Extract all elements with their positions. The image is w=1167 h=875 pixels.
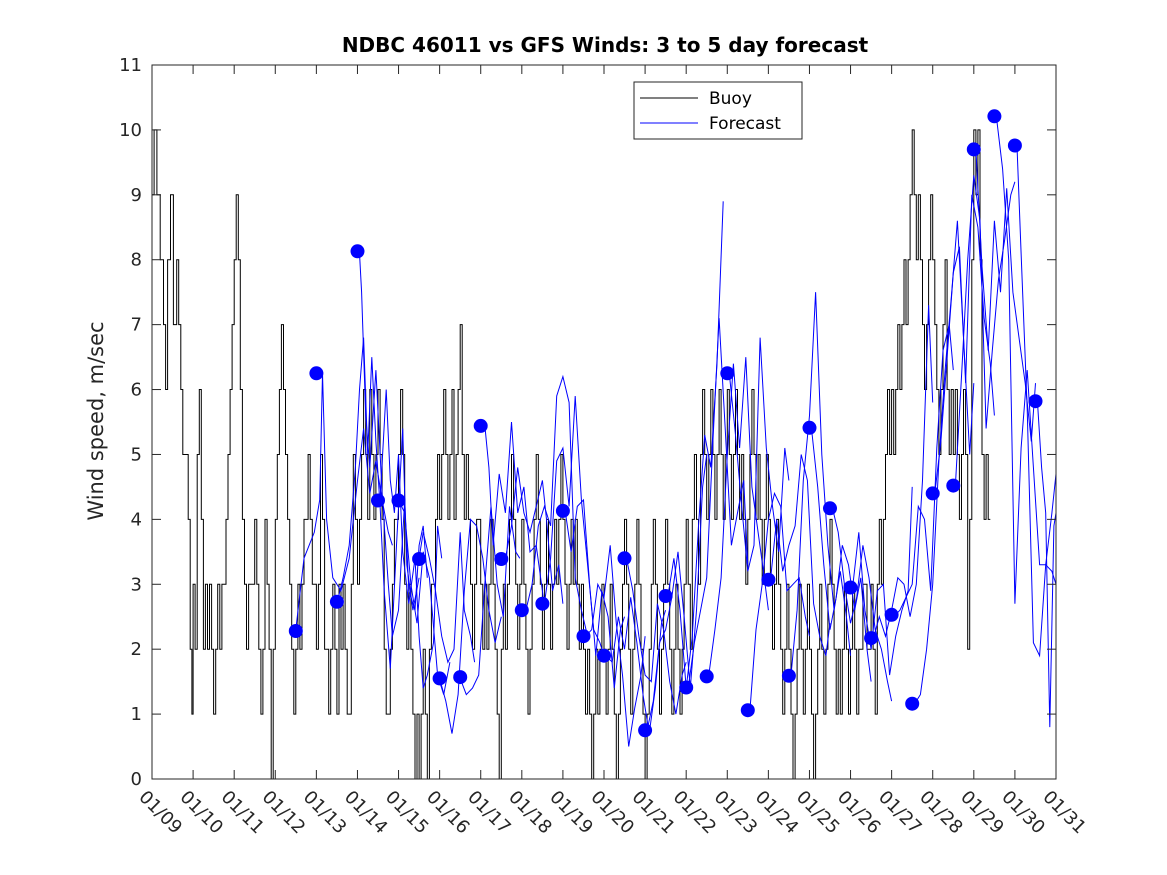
y-tick-label: 5 (131, 444, 142, 465)
y-tick-label: 0 (131, 769, 142, 790)
forecast-initial-point (555, 503, 570, 518)
forecast-run-line (646, 454, 708, 731)
plot-area (152, 109, 1056, 779)
forecast-initial-point (802, 420, 817, 435)
forecast-run-line (790, 292, 851, 676)
forecast-initial-point (823, 501, 837, 516)
forecast-initial-point (350, 244, 365, 259)
forecast-run-line (995, 116, 1056, 604)
forecast-run-line (728, 337, 790, 572)
y-tick-label: 11 (119, 55, 142, 76)
forecast-run-line (626, 558, 687, 715)
forecast-initial-point (761, 572, 776, 587)
y-tick-label: 10 (119, 120, 142, 141)
forecast-initial-point (576, 629, 591, 644)
y-tick-label: 6 (131, 380, 142, 401)
forecast-initial-point (617, 551, 632, 566)
forecast-initial-point (432, 671, 447, 686)
forecast-run-line (1037, 402, 1056, 728)
y-tick-label: 9 (131, 185, 142, 206)
legend-buoy-label: Buoy (709, 89, 752, 109)
forecast-run-line (708, 357, 769, 676)
forecast-initial-point (658, 589, 673, 603)
forecast-run-line (769, 454, 831, 656)
y-tick-label: 3 (131, 574, 142, 595)
forecast-initial-point (905, 696, 920, 711)
forecast-initial-point (946, 478, 961, 493)
forecast-initial-point (1007, 138, 1022, 153)
y-axis-label: Wind speed, m/sec (84, 321, 108, 520)
forecast-initial-point (925, 486, 940, 501)
forecast-run-line (564, 498, 625, 689)
legend: Buoy Forecast (633, 81, 803, 140)
y-tick-label: 4 (131, 509, 142, 530)
forecast-initial-point (309, 366, 324, 381)
y-tick-label: 7 (131, 315, 142, 336)
forecast-run-line (893, 324, 954, 618)
forecast-run-line (831, 506, 893, 702)
forecast-initial-point (987, 109, 1002, 124)
forecast-run-line (484, 421, 545, 611)
forecast-initial-point (453, 670, 468, 685)
forecast-initial-point (884, 607, 899, 622)
forecast-initial-point (966, 142, 981, 157)
forecast-initial-point (720, 366, 735, 381)
forecast-initial-point (843, 580, 858, 595)
chart-title: NDBC 46011 vs GFS Winds: 3 to 5 day fore… (342, 33, 869, 57)
forecast-initial-point (679, 680, 694, 695)
forecast-initial-point (412, 552, 427, 566)
forecast-initial-point (597, 648, 611, 663)
y-tick-label: 1 (131, 704, 142, 725)
forecast-initial-point (288, 624, 303, 638)
forecast-initial-point (1028, 394, 1043, 409)
forecast-initial-point (535, 596, 550, 611)
forecast-initial-point (371, 493, 385, 508)
forecast-run-line (1016, 146, 1056, 658)
forecast-initial-point (514, 603, 529, 618)
forecast-run-line (504, 467, 564, 604)
forecast-run-line (585, 545, 646, 747)
forecast-run-line (543, 395, 605, 656)
forecast-run-line (379, 389, 443, 689)
forecast-run-line (439, 518, 502, 734)
forecast-run-line (852, 486, 913, 676)
forecast-run-line (336, 337, 420, 669)
forecast-initial-point (781, 668, 796, 683)
forecast-initial-point (740, 703, 755, 718)
forecast-initial-point (699, 669, 714, 684)
y-tick-label: 8 (131, 250, 142, 271)
forecast-run-line (811, 428, 872, 682)
forecast-run-line (359, 253, 428, 637)
forecast-run-line (687, 318, 749, 689)
forecast-run-line (749, 491, 810, 711)
forecast-run-line (418, 532, 476, 664)
y-tick-label: 2 (131, 639, 142, 660)
forecast-run-line (525, 374, 589, 637)
forecast-initial-point (494, 552, 509, 566)
legend-forecast-label: Forecast (709, 114, 781, 134)
forecast-initial-point (473, 418, 488, 433)
legend-box (633, 81, 803, 140)
forecast-initial-point (329, 594, 344, 609)
forecast-initial-point (638, 723, 653, 738)
forecast-initial-point (391, 493, 406, 508)
forecast-run-line (295, 373, 393, 630)
forecast-run-line (398, 499, 451, 695)
forecast-run-line (872, 305, 934, 640)
buoy-series-line (152, 129, 991, 779)
forecast-initial-point (864, 631, 879, 646)
forecast-run-line (934, 194, 995, 494)
